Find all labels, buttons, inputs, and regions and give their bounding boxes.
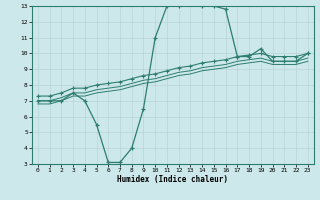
X-axis label: Humidex (Indice chaleur): Humidex (Indice chaleur)	[117, 175, 228, 184]
